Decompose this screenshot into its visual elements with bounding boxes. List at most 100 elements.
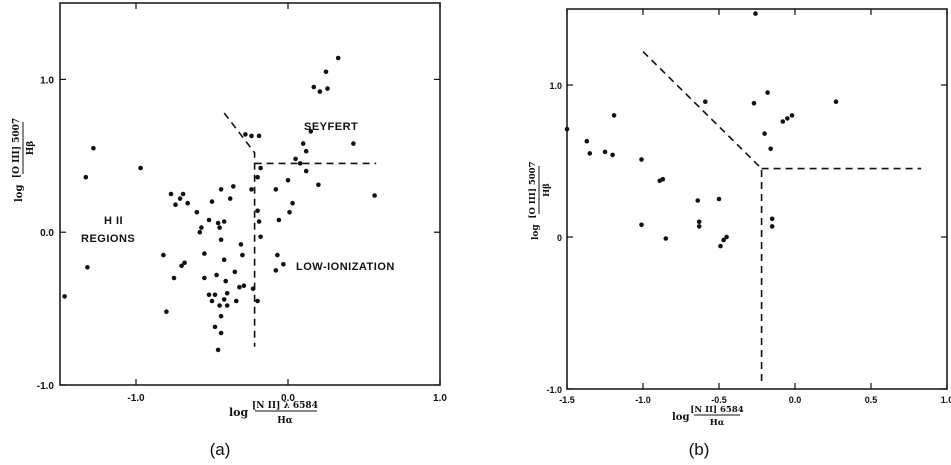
region-label-regions: REGIONS bbox=[81, 233, 135, 245]
data-point-b-2 bbox=[587, 151, 593, 156]
panel-b: -1.5 -1.0 -0.5 0.0 0.5 1.0-1.001.0 log [N II]… bbox=[528, 8, 951, 459]
data-point-a-1 bbox=[83, 174, 89, 180]
data-point-a-67 bbox=[290, 200, 295, 206]
data-point-a-49 bbox=[243, 132, 248, 137]
y-tick-label-a-1: 0.0 bbox=[40, 228, 54, 239]
data-point-a-54 bbox=[258, 165, 263, 171]
data-point-b-6 bbox=[639, 157, 644, 162]
x-axis-label-b: log [N II] 6584 Hα bbox=[672, 405, 744, 428]
y-tick-label-a-0: -1.0 bbox=[37, 381, 55, 392]
data-point-a-8 bbox=[168, 191, 174, 197]
region-label-hii: H II bbox=[104, 215, 123, 227]
y-tick-label-b-1: 0 bbox=[557, 233, 562, 243]
data-point-a-79 bbox=[335, 55, 341, 61]
data-point-b-28 bbox=[789, 113, 795, 118]
data-point-a-26 bbox=[218, 237, 224, 243]
x-tick-label-a-1: 0.0 bbox=[281, 393, 295, 404]
y-tick-label-b-2: 1.0 bbox=[549, 81, 562, 91]
data-point-b-3 bbox=[602, 149, 608, 155]
data-point-a-36 bbox=[237, 284, 242, 290]
data-point-b-1 bbox=[584, 138, 590, 144]
y-axis-denominator-a: Hβ bbox=[26, 141, 36, 156]
data-point-b-0 bbox=[564, 126, 570, 132]
data-point-a-12 bbox=[185, 200, 190, 206]
region-label-seyfert: SEYFERT bbox=[304, 121, 358, 133]
x-axis-denominator-a: Hα bbox=[277, 416, 293, 426]
data-point-a-7 bbox=[171, 275, 177, 281]
data-point-a-58 bbox=[250, 286, 256, 292]
data-point-a-11 bbox=[180, 191, 186, 197]
data-point-a-69 bbox=[297, 161, 303, 166]
data-point-a-75 bbox=[311, 84, 317, 90]
x-axis-denominator-b: Hα bbox=[710, 418, 725, 428]
data-point-a-16 bbox=[197, 229, 203, 235]
data-point-a-19 bbox=[206, 217, 212, 223]
data-point-a-77 bbox=[325, 86, 330, 91]
data-point-a-0 bbox=[62, 294, 67, 299]
data-point-a-28 bbox=[223, 278, 228, 284]
data-point-a-17 bbox=[199, 225, 204, 230]
data-point-a-47 bbox=[221, 297, 227, 302]
y-axis-denominator-b: Hβ bbox=[542, 183, 552, 197]
data-point-a-3 bbox=[85, 265, 90, 270]
x-tick-label-b-0: -1.5 bbox=[559, 395, 575, 405]
data-point-a-33 bbox=[231, 184, 236, 189]
data-point-b-9 bbox=[660, 176, 666, 182]
data-point-a-48 bbox=[224, 303, 230, 308]
data-point-a-61 bbox=[276, 217, 282, 223]
data-point-a-27 bbox=[221, 257, 227, 263]
x-tick-label-b-2: -0.5 bbox=[711, 395, 727, 405]
data-point-a-73 bbox=[308, 129, 314, 134]
x-tick-label-b-5: 1.0 bbox=[941, 395, 951, 405]
data-point-a-39 bbox=[241, 283, 247, 289]
x-axis-prefix-b: log bbox=[672, 412, 689, 423]
data-point-a-50 bbox=[249, 133, 254, 139]
data-point-a-72 bbox=[303, 148, 309, 154]
data-point-a-31 bbox=[221, 219, 227, 224]
data-point-b-5 bbox=[611, 113, 617, 118]
data-point-a-43 bbox=[217, 303, 222, 308]
data-point-a-78 bbox=[323, 69, 329, 75]
data-point-b-4 bbox=[610, 152, 615, 158]
data-point-b-22 bbox=[768, 146, 773, 152]
data-point-b-21 bbox=[762, 131, 767, 136]
panel-label-a: (a) bbox=[210, 440, 231, 459]
data-point-a-64 bbox=[281, 262, 286, 267]
data-point-a-4 bbox=[138, 165, 143, 171]
tick-marks-b bbox=[566, 9, 948, 390]
y-axis-numerator-b: [O III] 5007 bbox=[528, 161, 538, 218]
data-point-a-14 bbox=[179, 263, 184, 269]
data-point-b-11 bbox=[695, 198, 700, 203]
data-point-a-35 bbox=[234, 298, 239, 304]
data-point-a-80 bbox=[351, 141, 356, 146]
x-axis-numerator-b: [N II] 6584 bbox=[690, 405, 743, 415]
y-axis-prefix-b: log bbox=[531, 224, 541, 240]
data-point-a-20 bbox=[202, 275, 207, 281]
data-point-b-13 bbox=[696, 224, 702, 229]
data-point-a-45 bbox=[218, 330, 224, 336]
data-point-b-24 bbox=[769, 224, 775, 229]
x-tick-label-b-1: -1.0 bbox=[635, 395, 651, 405]
data-point-b-26 bbox=[780, 119, 786, 124]
data-point-b-20 bbox=[751, 100, 757, 106]
data-point-a-32 bbox=[227, 196, 233, 201]
data-point-a-37 bbox=[238, 242, 244, 247]
boundary-lines-a bbox=[223, 112, 377, 347]
panel-a: -1.0 0.0 1.0 -1.0 0.0 1.0 SEYFERT H II REGION… bbox=[12, 2, 447, 459]
data-point-a-21 bbox=[206, 292, 212, 298]
data-point-a-25 bbox=[217, 225, 222, 230]
data-point-a-76 bbox=[317, 89, 323, 94]
data-point-b-18 bbox=[724, 234, 729, 240]
data-point-b-19 bbox=[753, 11, 758, 16]
data-point-a-6 bbox=[164, 309, 169, 315]
data-points-a bbox=[62, 55, 377, 353]
x-axis-numerator-a: [N II] λ 6584 bbox=[252, 401, 318, 411]
region-label-low-ionization: LOW-IONIZATION bbox=[296, 261, 395, 273]
y-axis-numerator-a: [O III] 5007 bbox=[12, 118, 22, 178]
plot-frame-b bbox=[566, 8, 948, 390]
data-point-a-22 bbox=[212, 292, 218, 298]
boundary-line-a-0 bbox=[223, 112, 256, 347]
data-point-a-81 bbox=[372, 193, 377, 198]
data-point-b-27 bbox=[785, 116, 790, 121]
data-point-a-40 bbox=[209, 199, 215, 204]
